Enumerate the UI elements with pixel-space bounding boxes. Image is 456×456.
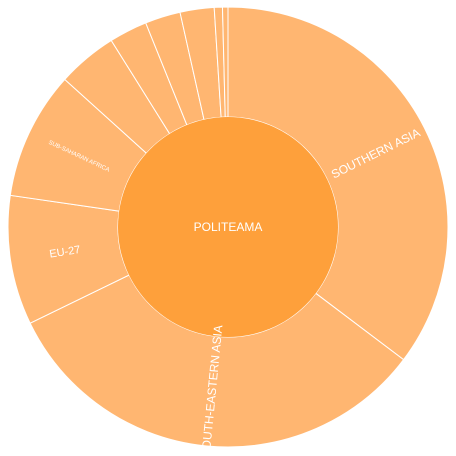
- center-node[interactable]: [118, 117, 338, 337]
- outer-ring: [7, 6, 449, 448]
- segment-label-2: EU-27: [49, 244, 82, 261]
- center-label: POLITEAMA: [194, 220, 263, 234]
